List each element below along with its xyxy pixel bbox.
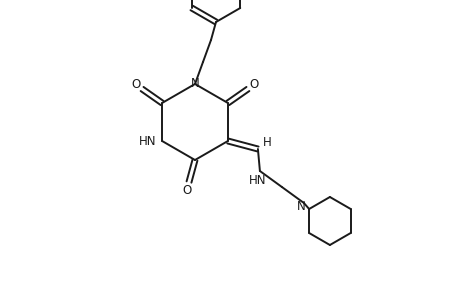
Text: N: N <box>190 77 199 90</box>
Text: H: H <box>262 136 271 148</box>
Text: HN: HN <box>139 134 157 148</box>
Text: HN: HN <box>249 173 266 187</box>
Text: O: O <box>131 77 140 91</box>
Text: O: O <box>249 77 258 91</box>
Text: O: O <box>182 184 191 196</box>
Text: N: N <box>296 200 305 214</box>
